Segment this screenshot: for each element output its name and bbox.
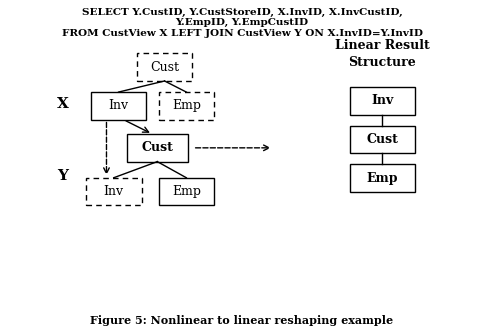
Bar xyxy=(127,134,188,162)
Text: Y.EmpID, Y.EmpCustID: Y.EmpID, Y.EmpCustID xyxy=(175,18,309,28)
Text: Emp: Emp xyxy=(172,185,201,198)
Bar xyxy=(349,164,415,192)
Text: Inv: Inv xyxy=(371,94,393,107)
Bar xyxy=(137,53,193,81)
Bar xyxy=(86,178,141,205)
Text: SELECT Y.CustID, Y.CustStoreID, X.InvID, X.InvCustID,: SELECT Y.CustID, Y.CustStoreID, X.InvID,… xyxy=(82,8,402,17)
Text: Inv: Inv xyxy=(108,99,129,112)
Text: Emp: Emp xyxy=(172,99,201,112)
Bar xyxy=(91,92,146,120)
Bar xyxy=(159,178,214,205)
Bar xyxy=(349,126,415,153)
Bar xyxy=(159,92,214,120)
Text: Cust: Cust xyxy=(366,133,398,146)
Bar xyxy=(349,87,415,115)
Text: X: X xyxy=(57,97,69,111)
Text: Cust: Cust xyxy=(141,141,173,154)
Text: FROM CustView X LEFT JOIN CustView Y ON X.InvID=Y.InvID: FROM CustView X LEFT JOIN CustView Y ON … xyxy=(61,29,423,38)
Text: Emp: Emp xyxy=(366,172,398,184)
Text: Cust: Cust xyxy=(150,61,179,74)
Text: Linear Result
Structure: Linear Result Structure xyxy=(335,39,430,69)
Text: Inv: Inv xyxy=(104,185,124,198)
Text: Figure 5: Nonlinear to linear reshaping example: Figure 5: Nonlinear to linear reshaping … xyxy=(91,315,393,326)
Text: Y: Y xyxy=(58,169,68,183)
